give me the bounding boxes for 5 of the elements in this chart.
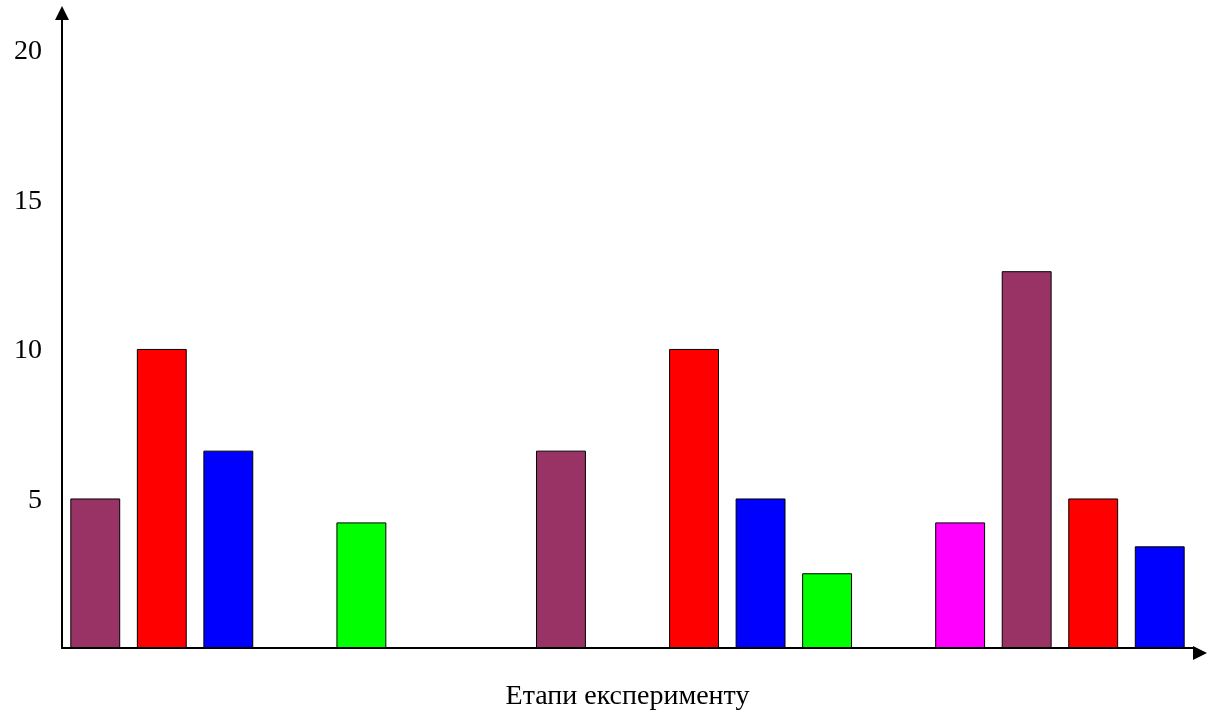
y-tick-label: 5 [28,482,42,514]
y-tick-label: 20 [14,34,42,66]
y-tick-label: 15 [14,183,42,215]
y-tick-label: 10 [14,333,42,365]
x-axis-title: Етапи експерименту [505,678,750,710]
